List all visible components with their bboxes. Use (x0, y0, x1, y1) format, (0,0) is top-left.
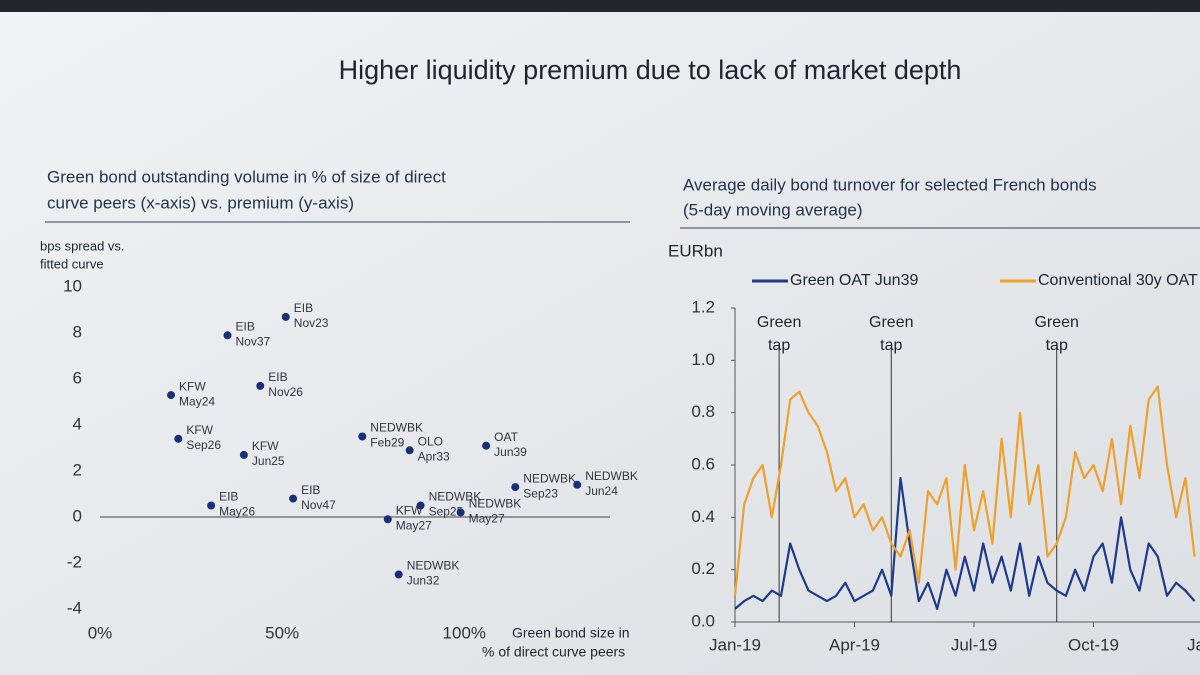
point (511, 483, 520, 492)
y-tick-label: 4 (73, 414, 82, 433)
y-tick-label: 0.8 (691, 402, 715, 421)
y-axis-label: fitted curve (40, 256, 104, 271)
point (239, 450, 248, 459)
x-tick-label: Oct-19 (1068, 635, 1119, 654)
point-label: Jun39 (494, 445, 527, 459)
x-axis-label: % of direct curve peers (482, 644, 625, 660)
point (281, 312, 290, 321)
annotation: Green (757, 314, 801, 331)
y-tick-label: 8 (73, 322, 82, 341)
point-label: NEDWBK (523, 471, 576, 485)
x-axis-label: Green bond size in (512, 625, 630, 641)
y-tick-label: 0 (73, 506, 82, 525)
point-label: Nov26 (268, 385, 303, 399)
point (416, 501, 425, 510)
x-tick-label: Apr-19 (829, 635, 880, 654)
chart-title: Green bond outstanding volume in % of si… (47, 167, 446, 186)
point-label: KFW (186, 423, 213, 437)
point (383, 515, 392, 524)
point-label: Jun25 (252, 454, 285, 468)
annotation: Green (869, 314, 913, 331)
y-tick-label: 2 (73, 460, 82, 479)
x-tick-label: Jan-20 (1187, 635, 1200, 654)
legend-label: Conventional 30y OAT (1038, 272, 1198, 289)
x-tick-label: 100% (443, 623, 486, 642)
point-label: Feb29 (370, 436, 404, 450)
point (358, 432, 367, 441)
y-tick-label: 0.4 (691, 507, 715, 526)
y-axis-label: EURbn (668, 241, 723, 260)
y-tick-label: 1.2 (691, 297, 715, 316)
point-label: KFW (179, 379, 206, 393)
point-label: Sep23 (523, 486, 558, 500)
point (207, 501, 216, 510)
point-label: OAT (494, 430, 518, 444)
point-label: KFW (252, 439, 279, 453)
point-label: Sep25 (429, 505, 464, 519)
x-tick-label: 50% (265, 623, 299, 642)
point-label: May27 (396, 518, 432, 532)
annotation: tap (880, 337, 902, 354)
y-tick-label: -4 (67, 598, 82, 617)
point-label: NEDWBK (429, 490, 482, 504)
point-label: May26 (219, 505, 255, 519)
point-label: EIB (236, 319, 255, 333)
point-label: Nov37 (236, 334, 271, 348)
point (394, 570, 403, 579)
point-label: Apr33 (418, 449, 450, 463)
point-label: Jun32 (407, 574, 440, 588)
point (174, 434, 183, 443)
point-label: EIB (301, 483, 320, 497)
x-tick-label: 0% (88, 623, 113, 642)
y-axis-label: bps spread vs. (40, 238, 125, 253)
page-title: Higher liquidity premium due to lack of … (339, 55, 962, 85)
annotation: tap (1046, 337, 1068, 354)
point (256, 381, 265, 390)
point-label: NEDWBK (469, 497, 522, 511)
point (573, 480, 582, 489)
point-label: EIB (268, 370, 287, 384)
point-label: NEDWBK (370, 421, 423, 435)
y-tick-label: 1.0 (691, 350, 715, 369)
point (223, 331, 232, 340)
y-tick-label: 0.0 (691, 611, 715, 630)
chart-title: (5-day moving average) (683, 200, 863, 219)
point (289, 494, 298, 503)
y-tick-label: 6 (73, 368, 82, 387)
point-label: May24 (179, 394, 215, 408)
point-label: EIB (219, 490, 238, 504)
point-label: NEDWBK (585, 469, 638, 483)
y-tick-label: -2 (67, 552, 82, 571)
annotation: Green (1034, 314, 1078, 331)
annotation: tap (768, 337, 790, 354)
chart-title: curve peers (x-axis) vs. premium (y-axis… (47, 193, 354, 212)
point-label: Nov23 (294, 316, 329, 330)
point-label: NEDWBK (407, 559, 460, 573)
y-tick-label: 0.2 (691, 559, 715, 578)
point (405, 446, 414, 455)
point (482, 441, 491, 450)
point (167, 391, 176, 400)
point-label: Jun24 (585, 484, 618, 498)
point-label: Nov47 (301, 498, 336, 512)
point (456, 508, 465, 517)
point-label: Sep26 (186, 438, 221, 452)
chart-title: Average daily bond turnover for selected… (683, 175, 1097, 194)
point-label: EIB (294, 301, 313, 315)
x-tick-label: Jan-19 (709, 635, 761, 654)
legend-label: Green OAT Jun39 (790, 272, 918, 289)
y-tick-label: 0.6 (691, 454, 715, 473)
y-tick-label: 10 (63, 276, 82, 295)
line-series (733, 385, 1196, 596)
x-tick-label: Jul-19 (951, 635, 997, 654)
line-series (734, 477, 1196, 610)
point-label: May27 (469, 512, 505, 526)
screen-bezel (0, 0, 1200, 12)
point-label: KFW (396, 503, 423, 517)
point-label: OLO (418, 434, 443, 448)
